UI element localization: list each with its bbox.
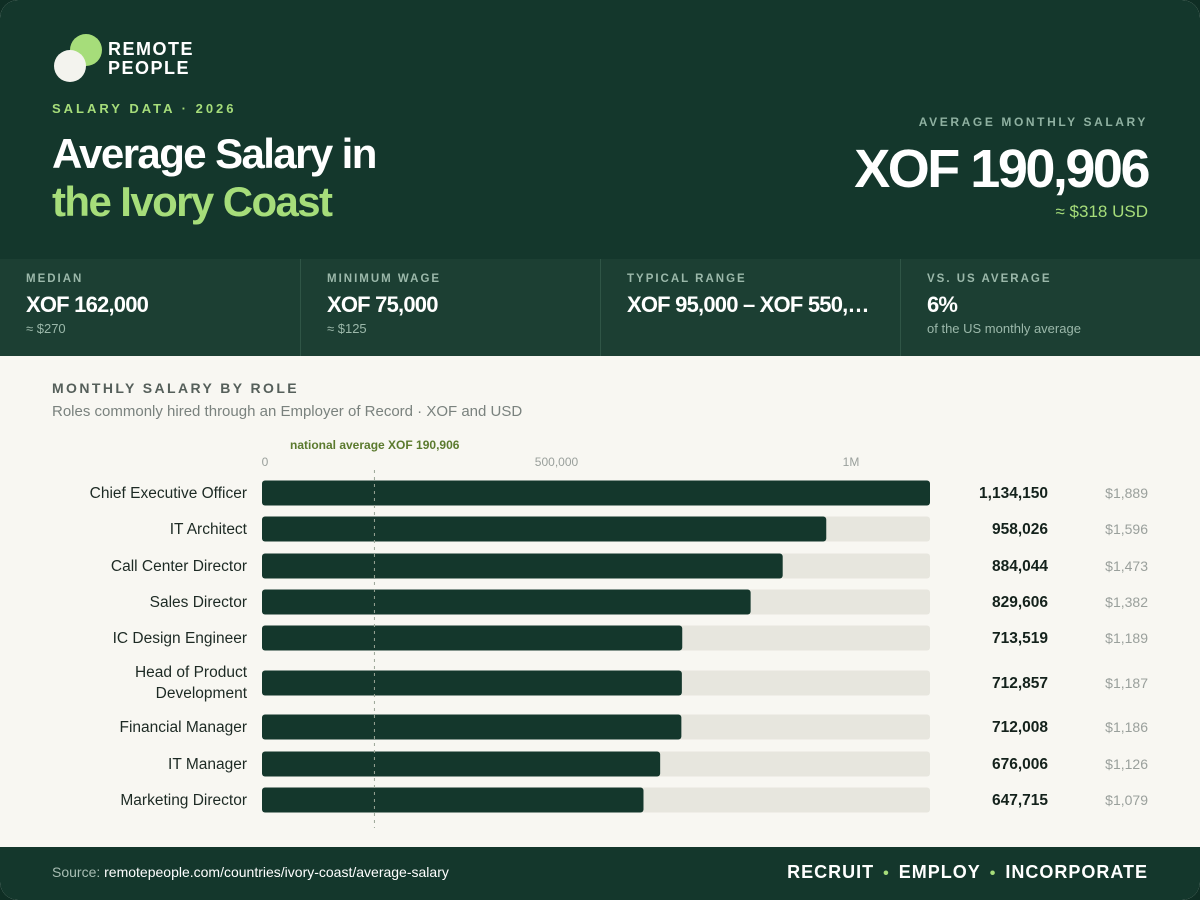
brand-line-2: PEOPLE [108,58,191,78]
usd-label: $1,382 [1105,594,1148,610]
usd-label: $1,596 [1105,521,1148,537]
cta-strip: RECRUIT • EMPLOY • INCORPORATE [787,862,1148,883]
stat-value: XOF 162,000 [26,292,149,317]
bar [262,787,644,813]
value-label: 1,134,150 [979,485,1048,502]
page-title-line-1: Average Salary in [52,130,377,177]
kpi-value: XOF 190,906 [854,139,1150,199]
usd-label: $1,189 [1105,630,1148,646]
source-prefix: Source: [52,864,101,880]
separator-dot-icon: • [883,865,890,882]
value-label: 712,008 [992,719,1048,736]
stat-sub: ≈ $270 [26,321,66,336]
bar [262,553,783,579]
category-label: IT Architect [170,521,248,538]
category-label: Financial Manager [119,719,247,736]
stats-strip: MEDIAN XOF 162,000 ≈ $270 MINIMUM WAGE X… [0,259,1200,356]
cta-recruit: RECRUIT [787,862,875,882]
separator-dot-icon: • [989,865,997,882]
stat-label: MINIMUM WAGE [327,273,442,285]
footer: Source: remotepeople.com/countries/ivory… [0,847,1200,900]
category-label: Head of Product Development [135,664,248,702]
cta-employ: EMPLOY [898,862,981,882]
usd-label: $1,473 [1105,558,1148,574]
value-label: 647,715 [992,792,1048,809]
x-tick-label: 1M [843,455,860,469]
cta-incorporate: INCORPORATE [1005,862,1148,882]
value-label: 713,519 [992,630,1048,647]
category-label: Chief Executive Officer [90,485,247,502]
category-label: Sales Director [150,594,247,611]
x-tick-label: 0 [262,455,269,469]
eyebrow: SALARY DATA · 2026 [52,101,237,116]
page-title: Average Salary in the Ivory Coast [52,130,377,226]
usd-label: $1,126 [1105,756,1148,772]
category-label: IC Design Engineer [113,630,247,647]
value-label: 958,026 [992,521,1048,538]
stat-minimum-wage: MINIMUM WAGE XOF 75,000 ≈ $125 [300,259,600,356]
value-label: 884,044 [992,558,1048,575]
brand-wordmark: REMOTE PEOPLE [108,40,194,78]
stat-sub: ≈ $125 [327,321,367,336]
usd-label: $1,186 [1105,719,1148,735]
source-line: Source: remotepeople.com/countries/ivory… [52,864,449,880]
section-subtitle: Roles commonly hired through an Employer… [52,403,523,420]
category-label: IT Manager [168,756,247,773]
bar [262,516,827,542]
bar [262,589,751,615]
value-label: 676,006 [992,756,1048,773]
stat-value: XOF 95,000 – XOF 550,000 [627,292,874,317]
bar [262,480,930,506]
x-tick-label: 500,000 [535,455,579,469]
bar [262,751,661,777]
bar [262,625,683,651]
stat-label: VS. US AVERAGE [927,273,1052,285]
stat-value: 6% [927,292,958,317]
stat-label: MEDIAN [26,273,84,285]
header: REMOTE PEOPLE SALARY DATA · 2026 Average… [0,0,1200,259]
reference-line-label: national average XOF 190,906 [290,438,460,452]
page-title-line-2: the Ivory Coast [52,178,333,225]
stat-median: MEDIAN XOF 162,000 ≈ $270 [0,259,300,356]
remote-people-logo-icon [54,34,102,82]
category-label: Marketing Director [120,792,247,809]
stat-label: TYPICAL RANGE [627,273,747,285]
value-label: 829,606 [992,594,1048,611]
usd-label: $1,187 [1105,675,1148,691]
bar [262,670,682,696]
bar [262,714,682,740]
stat-sub: of the US monthly average [927,321,1081,336]
stat-value: XOF 75,000 [327,292,438,317]
kpi-usd: ≈ $318 USD [1055,202,1149,221]
salary-by-role-chart: 0 500,000 1M national average XOF 190,906 Ch… [90,438,1148,828]
category-label: Call Center Director [111,558,247,575]
stat-typical-range: TYPICAL RANGE XOF 95,000 – XOF 550,000 [600,259,900,356]
usd-label: $1,889 [1105,485,1148,501]
section-title: MONTHLY SALARY BY ROLE [52,380,300,396]
source-link[interactable]: remotepeople.com/countries/ivory-coast/a… [104,864,449,880]
value-label: 712,857 [992,675,1048,692]
kpi-label: AVERAGE MONTHLY SALARY [918,115,1148,129]
stat-vs-us-average: VS. US AVERAGE 6% of the US monthly aver… [900,259,1200,356]
brand-line-1: REMOTE [108,39,195,59]
usd-label: $1,079 [1105,792,1148,808]
